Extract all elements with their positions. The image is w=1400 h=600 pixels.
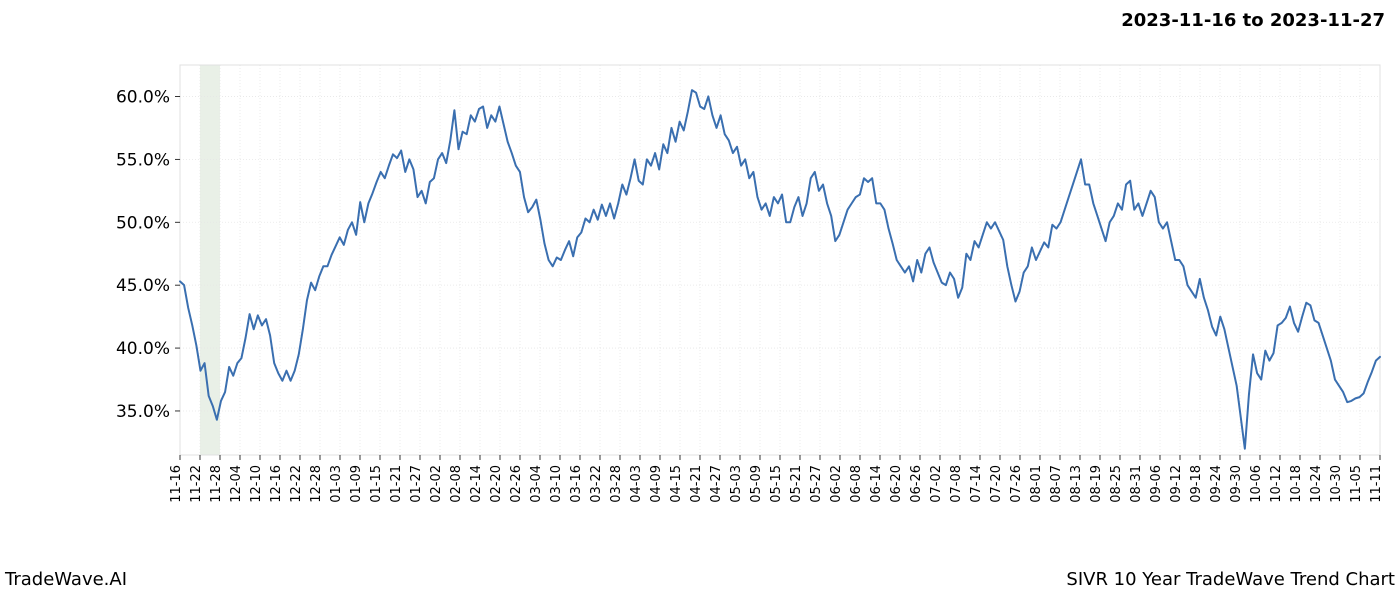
x-tick-label: 04-27 [709, 465, 724, 503]
x-tick-label: 07-26 [1009, 465, 1024, 503]
x-tick-label: 05-27 [809, 465, 824, 503]
x-tick-label: 05-03 [729, 465, 744, 503]
x-tick-label: 01-21 [389, 465, 404, 503]
x-tick-label: 01-03 [329, 465, 344, 503]
x-tick-label: 09-06 [1149, 465, 1164, 503]
x-tick-label: 10-12 [1269, 465, 1284, 503]
x-tick-label: 06-26 [909, 465, 924, 503]
x-tick-label: 09-24 [1209, 465, 1224, 503]
x-tick-label: 04-21 [689, 465, 704, 503]
footer-brand: TradeWave.AI [5, 569, 127, 590]
x-tick-label: 12-16 [269, 465, 284, 503]
x-tick-label: 10-06 [1249, 465, 1264, 503]
x-tick-label: 03-22 [589, 465, 604, 503]
x-tick-label: 07-20 [989, 465, 1004, 503]
y-tick-label: 45.0% [116, 276, 170, 296]
date-range-label: 2023-11-16 to 2023-11-27 [1121, 10, 1385, 31]
x-tick-label: 10-18 [1289, 465, 1304, 503]
y-tick-label: 35.0% [116, 402, 170, 422]
x-tick-label: 02-20 [489, 465, 504, 503]
x-tick-label: 07-14 [969, 465, 984, 503]
footer-chart-title: SIVR 10 Year TradeWave Trend Chart [1066, 569, 1395, 590]
x-tick-label: 11-05 [1349, 465, 1364, 503]
x-tick-label: 08-07 [1049, 465, 1064, 503]
x-tick-label: 08-19 [1089, 465, 1104, 503]
x-tick-label: 02-14 [469, 465, 484, 503]
x-tick-label: 10-24 [1309, 465, 1324, 503]
x-tick-label: 05-09 [749, 465, 764, 503]
x-tick-label: 06-20 [889, 465, 904, 503]
x-tick-label: 04-09 [649, 465, 664, 503]
y-tick-label: 60.0% [116, 87, 170, 107]
x-tick-label: 04-03 [629, 465, 644, 503]
x-tick-label: 08-31 [1129, 465, 1144, 503]
x-tick-label: 11-11 [1369, 465, 1384, 503]
x-tick-label: 01-15 [369, 465, 384, 503]
y-tick-label: 40.0% [116, 339, 170, 359]
x-tick-label: 06-08 [849, 465, 864, 503]
x-tick-label: 03-04 [529, 465, 544, 503]
x-tick-label: 06-14 [869, 465, 884, 503]
y-tick-label: 50.0% [116, 213, 170, 233]
x-tick-label: 11-16 [169, 465, 184, 503]
x-tick-label: 08-13 [1069, 465, 1084, 503]
x-tick-label: 11-28 [209, 465, 224, 503]
x-tick-label: 09-12 [1169, 465, 1184, 503]
x-tick-label: 04-15 [669, 465, 684, 503]
x-tick-label: 06-02 [829, 465, 844, 503]
x-tick-label: 01-09 [349, 465, 364, 503]
x-tick-label: 02-02 [429, 465, 444, 503]
x-tick-label: 03-28 [609, 465, 624, 503]
chart-container: 2023-11-16 to 2023-11-27 35.0% 40.0% 45.0%… [0, 0, 1400, 600]
x-tick-label: 12-22 [289, 465, 304, 503]
x-tick-label: 02-26 [509, 465, 524, 503]
x-tick-label: 09-30 [1229, 465, 1244, 503]
x-tick-label: 12-04 [229, 465, 244, 503]
x-tick-label: 09-18 [1189, 465, 1204, 503]
x-tick-label: 11-22 [189, 465, 204, 503]
x-tick-label: 12-28 [309, 465, 324, 503]
x-tick-label: 01-27 [409, 465, 424, 503]
x-tick-label: 08-25 [1109, 465, 1124, 503]
x-tick-label: 03-10 [549, 465, 564, 503]
x-tick-label: 05-15 [769, 465, 784, 503]
x-tick-label: 07-02 [929, 465, 944, 503]
trend-chart: 35.0% 40.0% 45.0% 50.0% 55.0% 60.0% 11-16 11-22… [0, 0, 1400, 570]
x-tick-label: 12-10 [249, 465, 264, 503]
x-tick-label: 07-08 [949, 465, 964, 503]
y-tick-label: 55.0% [116, 150, 170, 170]
x-tick-label: 02-08 [449, 465, 464, 503]
x-tick-label: 08-01 [1029, 465, 1044, 503]
x-tick-label: 05-21 [789, 465, 804, 503]
x-tick-label: 03-16 [569, 465, 584, 503]
x-tick-label: 10-30 [1329, 465, 1344, 503]
